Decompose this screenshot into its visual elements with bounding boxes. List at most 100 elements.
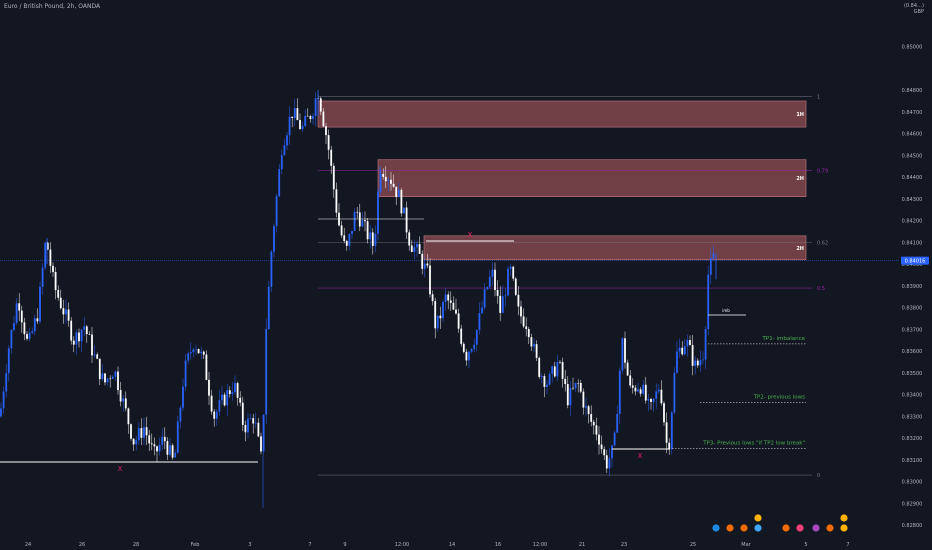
candle-body bbox=[59, 297, 62, 309]
candle-body bbox=[353, 211, 356, 231]
candle-body bbox=[351, 230, 353, 234]
supply-zone bbox=[377, 159, 807, 198]
fib-label: 0.79 bbox=[817, 169, 828, 175]
candle-body bbox=[85, 326, 88, 335]
target-label: TP2- previous lows bbox=[753, 395, 806, 401]
candle-body bbox=[221, 394, 223, 401]
event-icon[interactable] bbox=[739, 523, 749, 533]
candle-body bbox=[566, 384, 569, 406]
event-icon[interactable] bbox=[825, 523, 835, 533]
event-icon[interactable] bbox=[711, 523, 721, 533]
candle-body bbox=[494, 269, 496, 291]
price-tick-label: 0.83600 bbox=[902, 349, 923, 355]
fib-label: 1 bbox=[817, 95, 820, 101]
candle-body bbox=[163, 436, 166, 442]
candle-body bbox=[462, 343, 465, 352]
candle-body bbox=[182, 386, 184, 408]
candle-body bbox=[470, 348, 473, 352]
price-tick-label: 0.84400 bbox=[902, 175, 923, 181]
imbalance-label: imb bbox=[722, 308, 730, 313]
candle-body bbox=[127, 408, 130, 425]
candle-body bbox=[325, 126, 327, 136]
candle-body bbox=[460, 328, 463, 344]
candle-body bbox=[577, 382, 580, 384]
candle-body bbox=[299, 120, 301, 130]
candle-body bbox=[546, 384, 548, 387]
candle-body bbox=[374, 233, 377, 246]
candle-body bbox=[486, 287, 489, 290]
candle-body bbox=[652, 398, 655, 402]
candle-body bbox=[548, 373, 551, 385]
price-tick-label: 0.83000 bbox=[902, 480, 923, 486]
event-icons[interactable] bbox=[711, 513, 849, 533]
candle-body bbox=[200, 351, 203, 354]
candle-body bbox=[262, 414, 265, 452]
price-tick-label: 0.83800 bbox=[902, 306, 923, 312]
event-icon[interactable] bbox=[781, 523, 791, 533]
candle-body bbox=[156, 446, 158, 452]
candle-body bbox=[478, 313, 481, 331]
event-icon[interactable] bbox=[839, 523, 849, 533]
candle-body bbox=[169, 445, 171, 455]
candle-body bbox=[655, 391, 658, 399]
time-axis: 24 26 28 Feb 3 7 9 12:00 14 16 12:00 21 23 25 Mar 5 7 bbox=[25, 542, 850, 548]
time-tick-label: 12:00 bbox=[533, 542, 547, 548]
event-icon[interactable] bbox=[839, 513, 849, 523]
candle-body bbox=[457, 313, 460, 329]
candle-body bbox=[148, 435, 151, 444]
candle-body bbox=[533, 344, 535, 347]
price-tick-label: 0.83100 bbox=[902, 458, 923, 464]
candle-body bbox=[618, 370, 621, 414]
candle-body bbox=[208, 379, 210, 396]
candle-body bbox=[270, 251, 273, 287]
event-icon[interactable] bbox=[811, 523, 821, 533]
candle-body bbox=[600, 444, 603, 450]
candle-body bbox=[236, 383, 239, 398]
candle-body bbox=[189, 352, 192, 354]
candle-body bbox=[598, 434, 600, 445]
candle-body bbox=[681, 347, 684, 355]
price-tick-label: 0.83700 bbox=[902, 327, 923, 333]
event-icon[interactable] bbox=[753, 513, 763, 523]
candle-body bbox=[611, 445, 613, 459]
candle-body bbox=[699, 360, 702, 366]
candle-body bbox=[143, 427, 145, 438]
zone-label: 2H bbox=[796, 176, 804, 182]
candle-body bbox=[496, 290, 499, 296]
candle-body bbox=[579, 383, 582, 392]
candle-body bbox=[265, 329, 268, 415]
price-tick-label: 0.84500 bbox=[902, 153, 923, 159]
candle-body bbox=[447, 294, 450, 301]
candle-body bbox=[595, 425, 598, 435]
candle-body bbox=[520, 306, 522, 317]
candle-body bbox=[340, 225, 343, 236]
candle-body bbox=[535, 344, 538, 358]
time-tick-label: Mar bbox=[741, 542, 751, 548]
candle-body bbox=[377, 191, 379, 234]
time-tick-label: 12:00 bbox=[395, 542, 409, 548]
candle-body bbox=[590, 414, 593, 422]
candle-body bbox=[5, 373, 8, 392]
time-tick-label: Feb bbox=[191, 542, 200, 548]
candle-body bbox=[616, 413, 619, 433]
candle-body bbox=[179, 407, 182, 422]
event-icon[interactable] bbox=[795, 523, 805, 533]
time-tick-label: 28 bbox=[133, 542, 139, 548]
candle-body bbox=[696, 360, 699, 366]
candle-body bbox=[556, 361, 559, 377]
candle-body bbox=[416, 244, 418, 248]
candle-body bbox=[75, 332, 78, 345]
event-icon[interactable] bbox=[753, 523, 763, 533]
event-icon[interactable] bbox=[725, 523, 735, 533]
price-axis: 0.85000 0.84800 0.84700 0.84600 0.84500 0.844… bbox=[901, 45, 929, 529]
candle-body bbox=[234, 383, 236, 393]
price-tick-label: 0.83900 bbox=[902, 284, 923, 290]
candle-body bbox=[551, 366, 554, 374]
candle-body bbox=[187, 353, 190, 361]
candle-body bbox=[561, 362, 564, 379]
candle-body bbox=[153, 444, 156, 447]
candle-body bbox=[366, 221, 369, 240]
time-tick-label: 7 bbox=[308, 542, 311, 548]
candle-body bbox=[488, 276, 491, 288]
